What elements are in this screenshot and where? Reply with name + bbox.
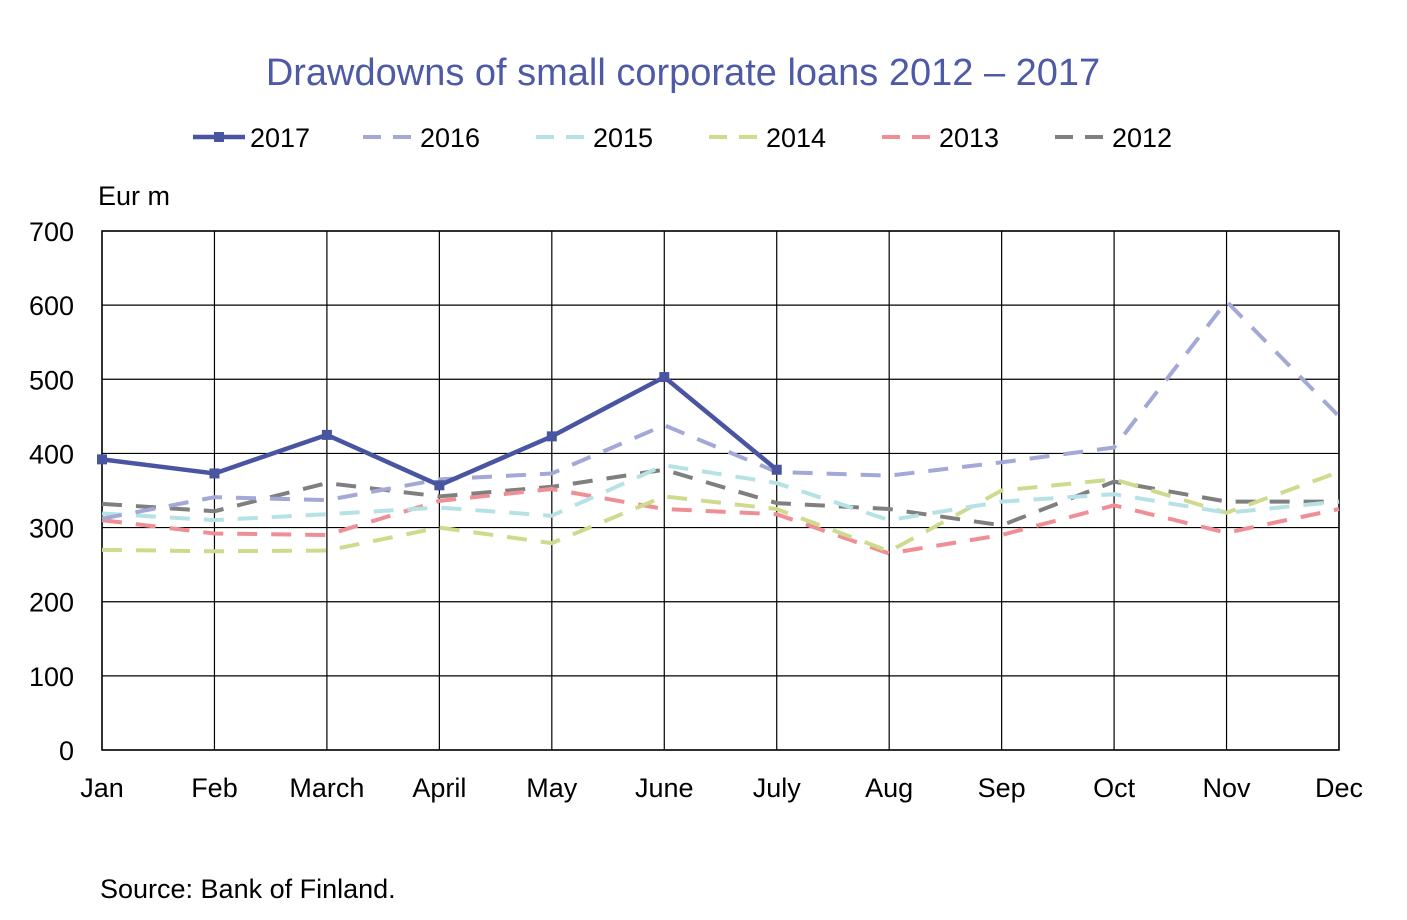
y-tick-label: 0 (59, 736, 74, 766)
data-point-2017 (434, 480, 445, 491)
series-line-2013 (101, 487, 1340, 556)
y-axis-label: Eur m (98, 181, 170, 211)
y-tick-label: 600 (29, 291, 74, 321)
y-tick-label: 400 (29, 439, 74, 469)
data-point-2017 (659, 372, 670, 383)
x-tick-label: Nov (1203, 773, 1252, 803)
data-point-2017 (321, 429, 332, 440)
y-tick-label: 700 (29, 217, 74, 247)
data-point-2017 (771, 464, 782, 475)
legend-marker-2017 (214, 132, 224, 142)
series-line-2014 (101, 470, 1340, 554)
y-tick-label: 100 (29, 662, 74, 692)
legend-label-2012: 2012 (1112, 123, 1172, 153)
plot-frame (101, 230, 1340, 751)
legend-label-2016: 2016 (420, 123, 480, 153)
data-point-2017 (546, 431, 557, 442)
y-tick-label: 200 (29, 588, 74, 618)
x-tick-label: Dec (1315, 773, 1363, 803)
data-point-2017 (97, 454, 107, 465)
gridlines (101, 230, 1340, 751)
x-tick-label: June (635, 773, 694, 803)
series-line-2015 (101, 463, 1340, 523)
x-tick-label: April (412, 773, 466, 803)
y-tick-label: 500 (29, 365, 74, 395)
series-line-2016 (101, 299, 1341, 521)
x-axis-ticks: Jan Feb March April May June July Aug Sep Oct Nov D… (80, 773, 1363, 803)
y-axis-ticks: 0 100 200 300 400 500 600 700 (29, 217, 74, 766)
legend: 2017 2016 2015 2014 2013 2012 (193, 123, 1172, 153)
chart-title: Drawdowns of small corporate loans 2012 … (266, 52, 1100, 94)
x-tick-label: Sep (978, 773, 1026, 803)
source-note: Source: Bank of Finland. (100, 874, 396, 904)
legend-label-2017: 2017 (250, 123, 310, 153)
y-tick-label: 300 (29, 514, 74, 544)
legend-label-2013: 2013 (939, 123, 999, 153)
x-tick-label: July (753, 773, 802, 803)
series-lines (97, 299, 1341, 556)
x-tick-label: Aug (865, 773, 913, 803)
x-tick-label: May (526, 773, 578, 803)
legend-label-2014: 2014 (766, 123, 826, 153)
x-tick-label: Jan (80, 773, 124, 803)
x-tick-label: Feb (191, 773, 238, 803)
x-tick-label: March (289, 773, 364, 803)
legend-label-2015: 2015 (593, 123, 653, 153)
data-point-2017 (209, 468, 220, 479)
series-line-2012 (101, 467, 1339, 528)
x-tick-label: Oct (1093, 773, 1136, 803)
